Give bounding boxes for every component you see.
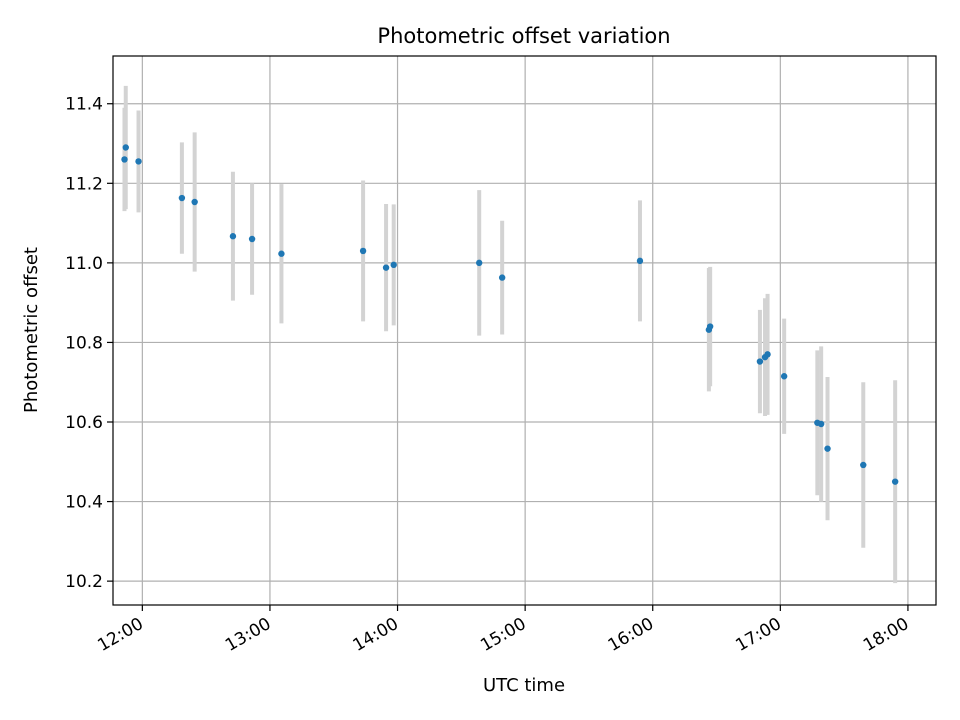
data-point: [780, 373, 788, 380]
plot-frame: [112, 55, 937, 606]
data-point: [382, 264, 390, 271]
y-tick-label: 10.6: [65, 413, 103, 433]
data-point: [824, 445, 831, 452]
data-point: [817, 420, 825, 428]
x-tick-label: 17:00: [732, 614, 784, 656]
data-point: [178, 194, 186, 202]
data-point: [764, 351, 771, 358]
data-point: [476, 259, 483, 267]
y-tick-label: 10.4: [65, 493, 103, 513]
y-tick-label: 11.4: [65, 95, 103, 115]
x-tick-label: 13:00: [222, 614, 274, 656]
data-point: [498, 274, 506, 281]
chart-title: Photometric offset variation: [377, 24, 670, 48]
x-axis-label: UTC time: [483, 675, 565, 696]
data-point: [278, 250, 285, 257]
x-tick-label: 14:00: [350, 614, 402, 656]
data-point: [248, 235, 256, 243]
y-tick-label: 11.2: [65, 174, 103, 194]
data-point: [229, 233, 237, 240]
data-point: [860, 461, 867, 469]
x-tick-label: 15:00: [477, 614, 529, 656]
data-point: [135, 158, 142, 165]
y-tick-label: 10.8: [65, 333, 103, 353]
y-tick-label: 11.0: [65, 254, 103, 274]
x-tick-label: 16:00: [605, 614, 657, 656]
data-point: [706, 323, 714, 330]
error-bars: [122, 85, 898, 584]
y-tick-label: 10.2: [65, 572, 103, 592]
x-tick-label: 18:00: [860, 614, 912, 656]
data-point: [636, 257, 644, 265]
data-points: [121, 144, 899, 485]
data-point: [359, 247, 367, 255]
y-axis-label: Photometric offset: [21, 247, 42, 413]
data-point: [390, 261, 397, 269]
data-point: [122, 144, 129, 151]
data-point: [191, 198, 198, 206]
x-tick-label: 12:00: [94, 614, 146, 656]
data-point: [756, 358, 764, 365]
data-point: [891, 478, 899, 485]
data-point: [121, 156, 128, 163]
grid-lines: [113, 56, 936, 605]
